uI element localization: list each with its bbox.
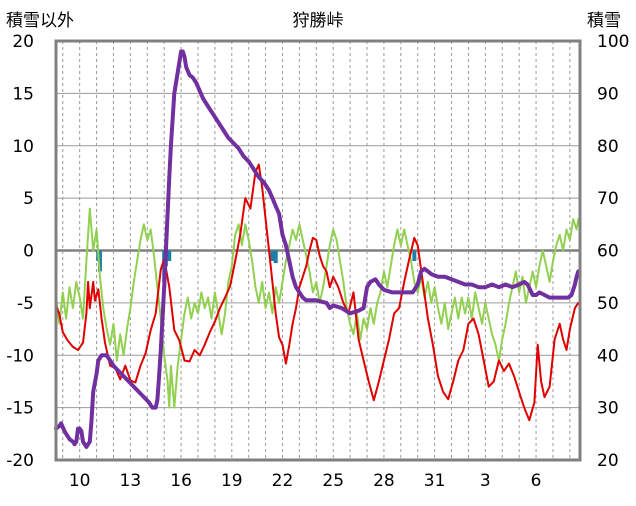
- x-tick-label: 6: [531, 471, 542, 491]
- precipitation-bar: [412, 250, 417, 261]
- left-tick-label: 20: [12, 32, 34, 52]
- temperature-line: [55, 163, 580, 422]
- labels-layer: 20151050-5-10-15-20100908070605040302010…: [6, 32, 629, 491]
- x-tick-label: 22: [272, 471, 294, 491]
- snow-depth-line: [54, 49, 581, 449]
- right-tick-label: 50: [597, 294, 619, 314]
- left-tick-label: 5: [23, 189, 34, 209]
- right-tick-label: 70: [597, 189, 619, 209]
- wind-line: [55, 207, 580, 409]
- plot-frame: [54, 39, 582, 462]
- left-tick-label: 0: [23, 242, 34, 262]
- right-tick-label: 60: [597, 242, 619, 262]
- right-tick-label: 100: [597, 32, 629, 52]
- x-tick-label: 13: [120, 471, 142, 491]
- left-axis-label: 積雪以外: [6, 11, 74, 31]
- right-axis-label: 積雪: [587, 11, 621, 31]
- left-tick-label: -5: [17, 294, 34, 314]
- right-tick-label: 40: [597, 346, 619, 366]
- left-tick-label: 15: [12, 84, 34, 104]
- precipitation-bar: [97, 250, 102, 272]
- precipitation-bar: [167, 250, 172, 261]
- x-tick-label: 3: [480, 471, 491, 491]
- x-tick-label: 31: [424, 471, 446, 491]
- left-tick-label: -10: [6, 346, 34, 366]
- x-tick-label: 10: [69, 471, 91, 491]
- left-tick-label: -20: [6, 451, 34, 471]
- right-tick-label: 80: [597, 137, 619, 157]
- chart-title: 狩勝峠: [293, 11, 344, 31]
- right-tick-label: 30: [597, 399, 619, 419]
- right-tick-label: 90: [597, 84, 619, 104]
- right-tick-label: 20: [597, 451, 619, 471]
- left-tick-label: 10: [12, 137, 34, 157]
- x-tick-label: 25: [322, 471, 344, 491]
- x-tick-label: 28: [373, 471, 395, 491]
- grid-layer: [56, 41, 580, 460]
- x-tick-label: 19: [221, 471, 243, 491]
- precipitation-bar: [273, 250, 278, 264]
- precipitation-bar: [270, 250, 275, 261]
- x-tick-label: 16: [170, 471, 192, 491]
- series-layer: [54, 49, 581, 449]
- left-tick-label: -15: [6, 399, 34, 419]
